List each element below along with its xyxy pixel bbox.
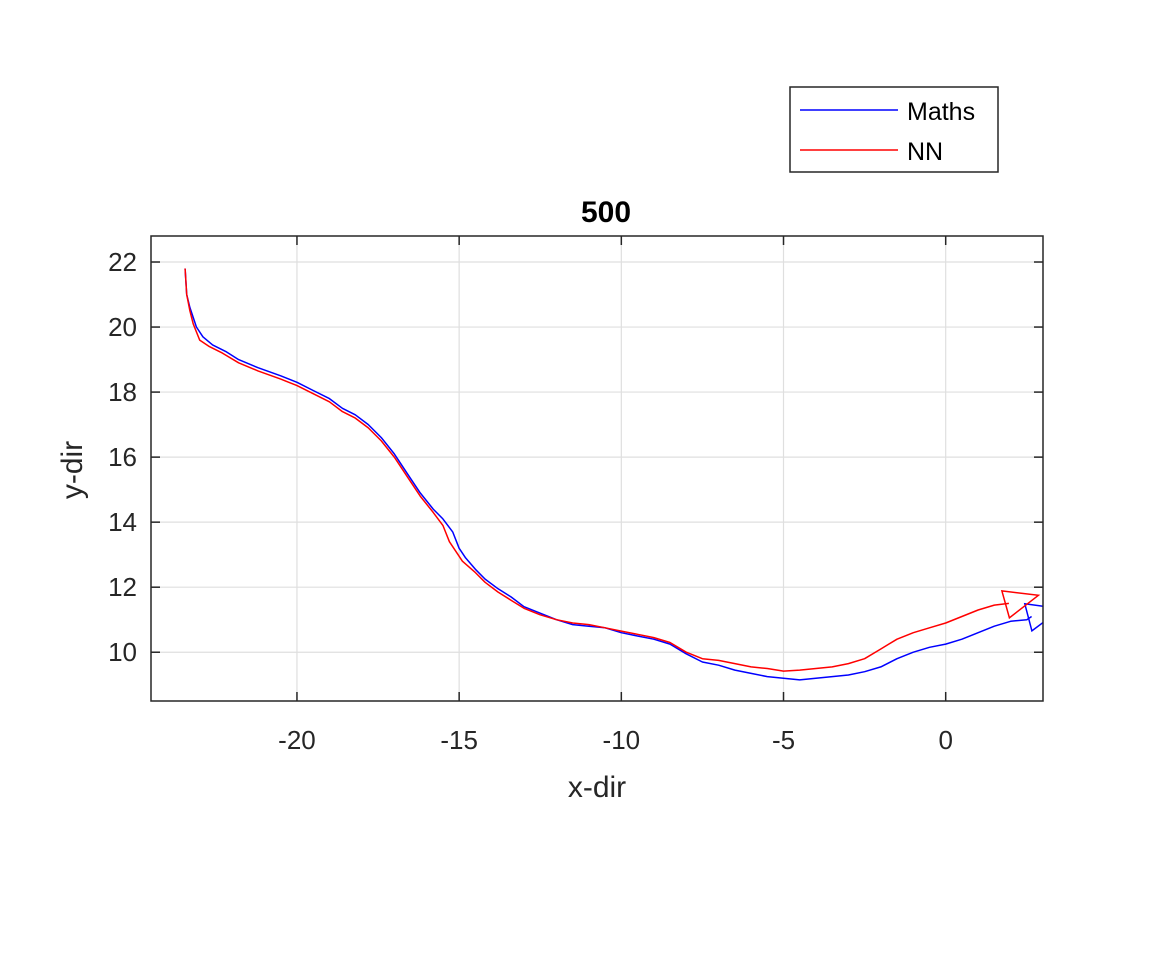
axes-background (151, 236, 1043, 701)
x-tick-label: 0 (938, 725, 952, 755)
series-line-maths (184, 268, 1033, 681)
x-axis-label: x-dir (568, 771, 626, 804)
x-tick-label: -10 (603, 725, 641, 755)
y-tick-label: 12 (108, 572, 137, 602)
legend: Maths NN (789, 86, 999, 173)
y-axis-label: y-dir (56, 441, 89, 499)
ticks (151, 236, 1043, 701)
x-tick-label: -20 (278, 725, 316, 755)
series-layer (184, 268, 1043, 681)
axes-box (150, 235, 1044, 702)
legend-label-nn: NN (907, 138, 943, 166)
tick-labels: -20 -15 -10 -5 0 10 12 14 16 18 20 22 (108, 247, 953, 755)
x-tick-label: -15 (440, 725, 478, 755)
series-line-nn-arrowhead (1000, 590, 1041, 620)
y-tick-label: 10 (108, 637, 137, 667)
y-tick-label: 16 (108, 442, 137, 472)
y-tick-label: 20 (108, 312, 137, 342)
legend-box (789, 86, 999, 173)
series-line-maths-arrowhead (1023, 602, 1043, 633)
x-tick-label: -5 (772, 725, 795, 755)
y-tick-label: 18 (108, 377, 137, 407)
chart-title: 500 (581, 196, 631, 229)
y-tick-label: 22 (108, 247, 137, 277)
legend-label-maths: Maths (907, 98, 975, 126)
series-line-nn (184, 268, 1009, 672)
y-tick-label: 14 (108, 507, 137, 537)
grid (151, 236, 1043, 701)
